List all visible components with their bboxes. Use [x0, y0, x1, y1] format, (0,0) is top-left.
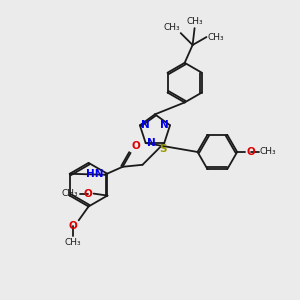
Text: N: N — [141, 120, 150, 130]
Text: CH₃: CH₃ — [61, 189, 78, 198]
Text: N: N — [160, 120, 169, 130]
Text: CH₃: CH₃ — [186, 17, 203, 26]
Text: CH₃: CH₃ — [163, 23, 180, 32]
Text: N: N — [147, 138, 156, 148]
Text: O: O — [69, 221, 78, 231]
Text: O: O — [84, 189, 93, 199]
Text: O: O — [246, 147, 255, 157]
Text: S: S — [160, 144, 167, 154]
Text: O: O — [132, 141, 140, 151]
Text: CH₃: CH₃ — [260, 148, 277, 157]
Text: CH₃: CH₃ — [64, 238, 81, 247]
Text: CH₃: CH₃ — [208, 33, 224, 42]
Text: HN: HN — [86, 169, 104, 179]
